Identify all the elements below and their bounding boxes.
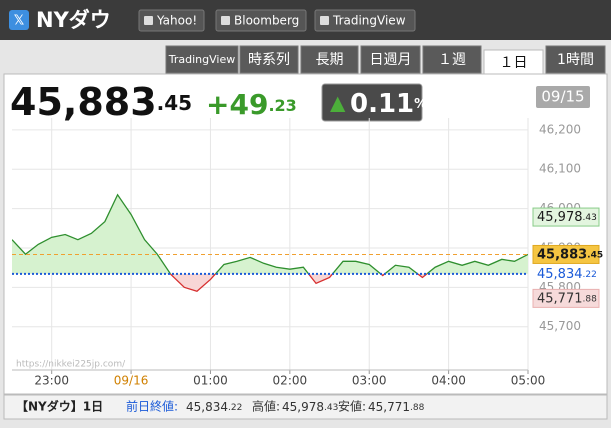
- title: NYダウ: [36, 8, 111, 32]
- tab[interactable]: [483, 49, 544, 76]
- x-tick-label: 23:00: [34, 374, 69, 388]
- reference-dec: .45: [587, 250, 603, 260]
- area-below: [170, 273, 427, 292]
- tab-label[interactable]: 時系列: [248, 52, 290, 68]
- reference-int: 45,834: [537, 266, 583, 281]
- reference-label: 45,834.22: [537, 266, 597, 281]
- date-badge: [536, 86, 590, 108]
- link-label[interactable]: TradingView: [332, 14, 406, 28]
- y-tick-label: 45,700: [539, 319, 581, 333]
- link-label[interactable]: Yahoo!: [156, 14, 197, 28]
- tab-label[interactable]: TradingView: [168, 53, 235, 66]
- link-icon: [144, 16, 153, 25]
- date: 09/15: [541, 88, 584, 106]
- link-button[interactable]: [314, 9, 416, 32]
- link-button[interactable]: [215, 9, 307, 32]
- reference-box: [532, 207, 600, 227]
- reference-label: 45,771.88: [537, 291, 597, 306]
- y-tick-label: 46,200: [539, 122, 581, 136]
- footer-high-label: 高値:: [252, 399, 280, 414]
- tab-label[interactable]: 日週月: [370, 52, 412, 68]
- tab-label[interactable]: １週: [438, 52, 466, 68]
- change-dec: .23: [268, 96, 296, 115]
- link-icon: [320, 16, 329, 25]
- tab-label[interactable]: 1時間: [557, 52, 594, 68]
- reference-box: [532, 244, 600, 264]
- low-dec: .88: [410, 403, 425, 413]
- tab[interactable]: [545, 45, 606, 74]
- change-int: +49: [206, 88, 268, 121]
- line-above: [12, 193, 528, 274]
- reference-int: 45,883: [537, 247, 587, 262]
- low-int: 45,771: [368, 400, 410, 414]
- link-button[interactable]: [138, 9, 205, 32]
- x-icon-glyph: 𝕏: [14, 14, 25, 29]
- watermark: https://nikkei225jp.com/: [16, 360, 126, 370]
- footer-high: 45,978.43: [282, 400, 338, 414]
- x-tick-label: 01:00: [193, 374, 228, 388]
- tab[interactable]: [300, 45, 359, 74]
- footer-bar: [3, 394, 608, 420]
- change: +49.23: [206, 88, 297, 121]
- price-dec: .45: [157, 91, 192, 115]
- tab[interactable]: [422, 45, 482, 74]
- tab[interactable]: [239, 45, 299, 74]
- footer-prev: 45,834.22: [186, 400, 242, 414]
- reference-int: 45,771: [537, 291, 583, 306]
- reference-label: 45,978.43: [537, 210, 597, 225]
- footer-low: 45,771.88: [368, 400, 425, 414]
- prev-dec: .22: [228, 403, 242, 413]
- tab-label[interactable]: １日: [500, 55, 528, 71]
- footer-low-label: 安値:: [338, 399, 366, 414]
- pct: 0.11%: [350, 89, 427, 119]
- tab[interactable]: [165, 45, 239, 74]
- x-tick-label: 02:00: [273, 374, 308, 388]
- pct-badge: [321, 83, 423, 122]
- reference-box: [532, 288, 600, 308]
- y-tick-label: 46,100: [539, 162, 581, 176]
- reference-dec: .22: [583, 269, 597, 279]
- reference-dec: .88: [583, 294, 598, 304]
- reference-dec: .43: [583, 213, 597, 223]
- x-tick-label: 03:00: [352, 374, 387, 388]
- pct-value: 0.11: [350, 89, 414, 119]
- link-icon: [221, 16, 230, 25]
- x-tick-label: 05:00: [511, 374, 546, 388]
- pct-unit: %: [414, 97, 427, 112]
- reference-int: 45,978: [537, 210, 583, 225]
- x-tick-label: 09/16: [114, 374, 149, 388]
- x-icon[interactable]: [9, 10, 29, 30]
- reference-label: 45,883.45: [537, 247, 603, 262]
- link-label[interactable]: Bloomberg: [234, 14, 299, 28]
- price-int: 45,883: [10, 80, 157, 124]
- high-dec: .43: [324, 403, 338, 413]
- tab-label[interactable]: 長期: [316, 52, 344, 68]
- prev-int: 45,834: [186, 400, 228, 414]
- price: 45,883.45: [10, 80, 192, 124]
- footer-name: 【NYダウ】1日: [16, 399, 103, 414]
- x-tick-label: 04:00: [431, 374, 466, 388]
- tab[interactable]: [360, 45, 421, 74]
- high-int: 45,978: [282, 400, 324, 414]
- footer-prev-label: 前日終値:: [126, 399, 178, 414]
- up-arrow: ▲: [330, 91, 346, 115]
